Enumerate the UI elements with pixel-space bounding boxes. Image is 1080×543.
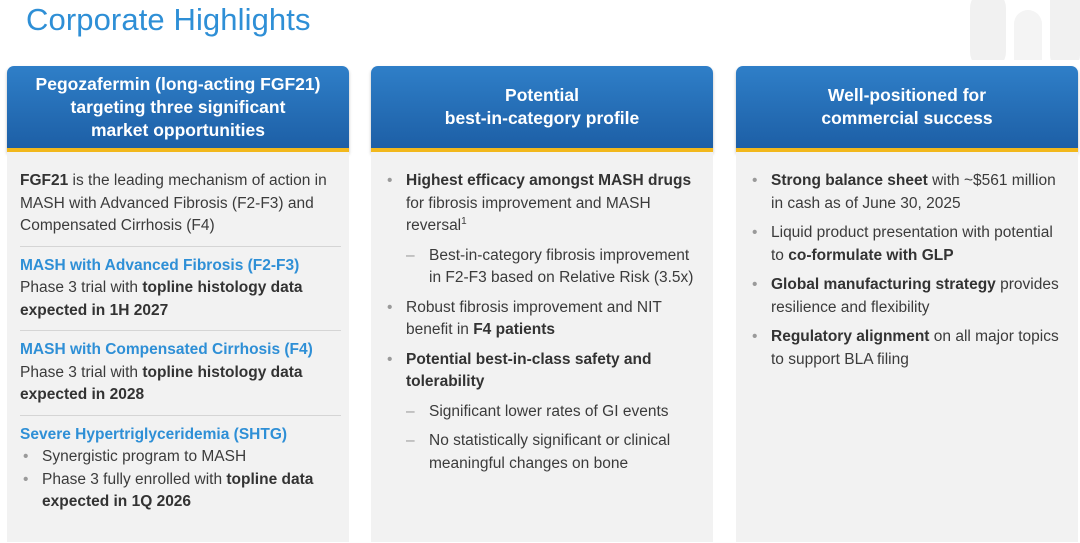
list-item: Strong balance sheet with ~$561 million … [749, 170, 1065, 215]
section-title: MASH with Advanced Fibrosis (F2-F3) [20, 256, 300, 274]
header-line: Potential [505, 85, 579, 105]
column-commercial-success: Well-positioned for commercial success S… [736, 66, 1078, 542]
section-compensated-cirrhosis: MASH with Compensated Cirrhosis (F4) Pha… [20, 331, 341, 416]
header-line: Well-positioned for [827, 85, 987, 105]
intro-bold: FGF21 [20, 172, 69, 189]
list-item: Regulatory alignment on all major topics… [749, 326, 1065, 371]
item-text: Best-in-category fibrosis improvement in… [429, 246, 694, 287]
sub-item: Best-in-category fibrosis improvement in… [384, 245, 700, 290]
intro-text: is the leading mechanism of action in MA… [20, 172, 327, 234]
sub-item: No statistically significant or clinical… [384, 430, 700, 475]
section-intro: FGF21 is the leading mechanism of action… [20, 162, 341, 247]
list-item: Phase 3 fully enrolled with topline data… [20, 469, 341, 514]
item-bold: Highest efficacy amongst MASH drugs [406, 172, 692, 189]
section-title: MASH with Compensated Cirrhosis (F4) [20, 341, 313, 358]
item-bold: Regulatory alignment [771, 328, 930, 345]
footnote-marker: 1 [461, 215, 467, 227]
item-text: provides resilience and flexibility [771, 276, 1059, 316]
sub-item: Significant lower rates of GI events [384, 401, 700, 424]
column-body: Highest efficacy amongst MASH drugs for … [371, 152, 713, 542]
header-line: best-in-category profile [444, 108, 640, 128]
section-text: Phase 3 trial with [20, 363, 143, 381]
list-item: Global manufacturing strategy provides r… [749, 274, 1065, 319]
section-bold: topline histology data expected in 1H 20… [20, 279, 303, 319]
column-header: Well-positioned for commercial success [736, 66, 1078, 152]
section-bold: topline histology data expected in 2028 [20, 363, 303, 404]
section-advanced-fibrosis: MASH with Advanced Fibrosis (F2-F3) Phas… [20, 247, 341, 331]
item-text: with ~$561 million in cash as of June 30… [771, 172, 1056, 212]
section-text: Phase 3 trial with [20, 279, 143, 296]
item-text: Phase 3 fully enrolled with [42, 470, 227, 488]
header-line: Pegozafermin (long-acting FGF21) [35, 73, 321, 94]
column-pegozafermin: Pegozafermin (long-acting FGF21) targeti… [7, 66, 349, 542]
item-text: for fibrosis improvement and MASH revers… [406, 194, 651, 235]
section-shtg: Severe Hypertriglyceridemia (SHTG) Syner… [20, 416, 341, 514]
column-body: Strong balance sheet with ~$561 million … [736, 152, 1078, 542]
list-item: Robust fibrosis improvement and NIT bene… [384, 297, 700, 342]
page-title: Corporate Highlights [26, 2, 311, 37]
item-bold: co-formulate with GLP [788, 246, 954, 264]
item-text: Significant lower rates of GI events [429, 402, 669, 420]
item-bold: F4 patients [473, 321, 556, 338]
list-item: Liquid product presentation with potenti… [749, 222, 1065, 267]
item-bold: Strong balance sheet [771, 172, 928, 189]
section-title: Severe Hypertriglyceridemia (SHTG) [20, 425, 288, 443]
decorative-pattern [970, 0, 1080, 60]
item-text: Liquid product presentation with potenti… [771, 224, 1053, 264]
header-line: market opportunities [90, 119, 266, 140]
list-item: Highest efficacy amongst MASH drugs for … [384, 170, 700, 238]
item-text: on all major topics to support BLA filin… [771, 328, 1059, 368]
column-header: Pegozafermin (long-acting FGF21) targeti… [7, 66, 349, 152]
item-text: Robust fibrosis improvement and NIT bene… [406, 298, 662, 339]
item-text: Synergistic program to MASH [42, 448, 247, 465]
item-bold: topline data expected in 1Q 2026 [42, 470, 314, 511]
header-line: commercial success [821, 108, 993, 128]
column-header: Potential best-in-category profile [371, 66, 713, 152]
header-line: targeting three significant [70, 96, 286, 117]
item-bold: Global manufacturing strategy [771, 276, 996, 293]
item-bold: Potential best-in-class safety and toler… [406, 350, 652, 391]
list-item: Synergistic program to MASH [20, 446, 341, 469]
list-item: Potential best-in-class safety and toler… [384, 349, 700, 394]
column-body: FGF21 is the leading mechanism of action… [7, 152, 349, 542]
item-text: No statistically significant or clinical… [429, 432, 671, 472]
column-best-in-category: Potential best-in-category profile Highe… [371, 66, 713, 542]
